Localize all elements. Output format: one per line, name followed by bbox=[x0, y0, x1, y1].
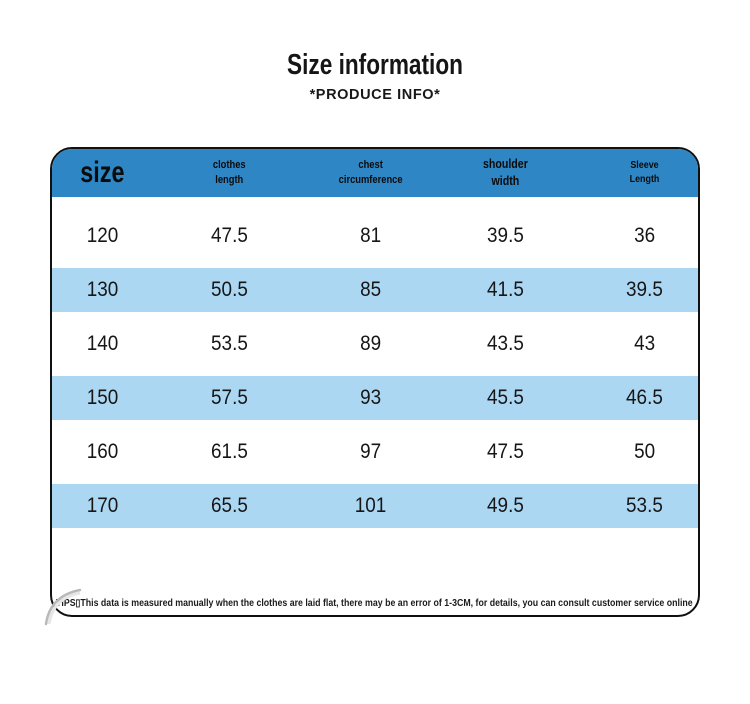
cell-chest-circumference: 93 bbox=[305, 386, 437, 410]
page-subtitle: *PRODUCE INFO* bbox=[309, 87, 441, 104]
cell-value: 50.5 bbox=[210, 278, 248, 301]
table-row: 120 47.5 81 39.5 36 bbox=[52, 209, 698, 263]
cell-value: 36 bbox=[633, 224, 656, 247]
cell-value: 170 bbox=[86, 494, 119, 517]
cell-size: 120 bbox=[52, 224, 153, 248]
cell-value: 140 bbox=[86, 332, 119, 355]
size-chart-card: size clothes length chest circumference … bbox=[50, 147, 700, 617]
table-header-row: size clothes length chest circumference … bbox=[52, 149, 698, 197]
table-row: 130 50.5 85 41.5 39.5 bbox=[52, 263, 698, 317]
cell-value: 47.5 bbox=[486, 440, 524, 463]
column-header-sleeve-length: Sleeve Length bbox=[582, 159, 698, 187]
cell-value: 39.5 bbox=[626, 278, 663, 301]
cell-value: 47.5 bbox=[210, 224, 248, 247]
cell-value: 43 bbox=[633, 332, 656, 355]
cell-value: 93 bbox=[360, 386, 382, 409]
cell-size: 130 bbox=[52, 278, 153, 302]
column-header-size-label: size bbox=[80, 156, 125, 189]
cell-value: 160 bbox=[86, 440, 119, 463]
cell-chest-circumference: 81 bbox=[305, 224, 437, 248]
cell-chest-circumference: 97 bbox=[305, 440, 437, 464]
table-row: 170 65.5 101 49.5 53.5 bbox=[52, 479, 698, 533]
cell-shoulder-width: 41.5 bbox=[437, 278, 573, 302]
cell-sleeve-length: 36 bbox=[582, 224, 698, 248]
column-header-shoulder-width-label: shoulder width bbox=[482, 157, 528, 188]
cell-value: 81 bbox=[360, 224, 382, 247]
column-header-shoulder-width: shoulder width bbox=[437, 156, 573, 189]
cell-value: 85 bbox=[360, 278, 382, 301]
cell-sleeve-length: 43 bbox=[582, 332, 698, 356]
cell-value: 45.5 bbox=[486, 386, 524, 409]
cell-sleeve-length: 46.5 bbox=[582, 386, 698, 410]
cell-clothes-length: 53.5 bbox=[153, 332, 305, 356]
cell-sleeve-length: 50 bbox=[582, 440, 698, 464]
cell-value: 50 bbox=[633, 440, 656, 463]
cell-shoulder-width: 45.5 bbox=[437, 386, 573, 410]
column-header-clothes-length-label: clothes length bbox=[212, 159, 246, 186]
cell-sleeve-length: 53.5 bbox=[582, 494, 698, 518]
cell-size: 160 bbox=[52, 440, 153, 464]
cell-chest-circumference: 89 bbox=[305, 332, 437, 356]
column-header-size: size bbox=[52, 156, 153, 190]
cell-clothes-length: 65.5 bbox=[153, 494, 305, 518]
page-curl-decoration bbox=[44, 588, 82, 626]
cell-clothes-length: 61.5 bbox=[153, 440, 305, 464]
cell-value: 53.5 bbox=[626, 494, 663, 517]
cell-sleeve-length: 39.5 bbox=[582, 278, 698, 302]
cell-shoulder-width: 43.5 bbox=[437, 332, 573, 356]
page-header: Size information *PRODUCE INFO* bbox=[0, 0, 750, 104]
tips-note: TIPS▯This data is measured manually when… bbox=[56, 598, 693, 609]
column-header-chest-circumference: chest circumference bbox=[305, 158, 437, 187]
cell-size: 170 bbox=[52, 494, 153, 518]
cell-shoulder-width: 39.5 bbox=[437, 224, 573, 248]
cell-value: 39.5 bbox=[486, 224, 524, 247]
column-header-chest-circumference-label: chest circumference bbox=[339, 159, 403, 186]
cell-value: 65.5 bbox=[210, 494, 248, 517]
table-row: 160 61.5 97 47.5 50 bbox=[52, 425, 698, 479]
cell-value: 61.5 bbox=[210, 440, 248, 463]
cell-value: 43.5 bbox=[486, 332, 524, 355]
column-header-sleeve-length-label: Sleeve Length bbox=[629, 159, 660, 185]
cell-clothes-length: 57.5 bbox=[153, 386, 305, 410]
cell-value: 120 bbox=[86, 224, 119, 247]
table-row: 150 57.5 93 45.5 46.5 bbox=[52, 371, 698, 425]
table-row: 140 53.5 89 43.5 43 bbox=[52, 317, 698, 371]
cell-value: 46.5 bbox=[626, 386, 663, 409]
cell-shoulder-width: 49.5 bbox=[437, 494, 573, 518]
cell-value: 49.5 bbox=[486, 494, 524, 517]
cell-value: 57.5 bbox=[210, 386, 248, 409]
cell-value: 89 bbox=[360, 332, 382, 355]
column-header-clothes-length: clothes length bbox=[153, 158, 305, 187]
cell-size: 140 bbox=[52, 332, 153, 356]
cell-size: 150 bbox=[52, 386, 153, 410]
page-title: Size information bbox=[287, 49, 463, 81]
cell-chest-circumference: 101 bbox=[305, 494, 437, 518]
cell-value: 101 bbox=[355, 494, 387, 517]
cell-value: 41.5 bbox=[486, 278, 524, 301]
cell-clothes-length: 47.5 bbox=[153, 224, 305, 248]
header-gap bbox=[52, 197, 698, 209]
cell-value: 97 bbox=[360, 440, 382, 463]
cell-clothes-length: 50.5 bbox=[153, 278, 305, 302]
cell-shoulder-width: 47.5 bbox=[437, 440, 573, 464]
cell-value: 150 bbox=[86, 386, 119, 409]
cell-value: 130 bbox=[86, 278, 119, 301]
cell-value: 53.5 bbox=[210, 332, 248, 355]
cell-chest-circumference: 85 bbox=[305, 278, 437, 302]
